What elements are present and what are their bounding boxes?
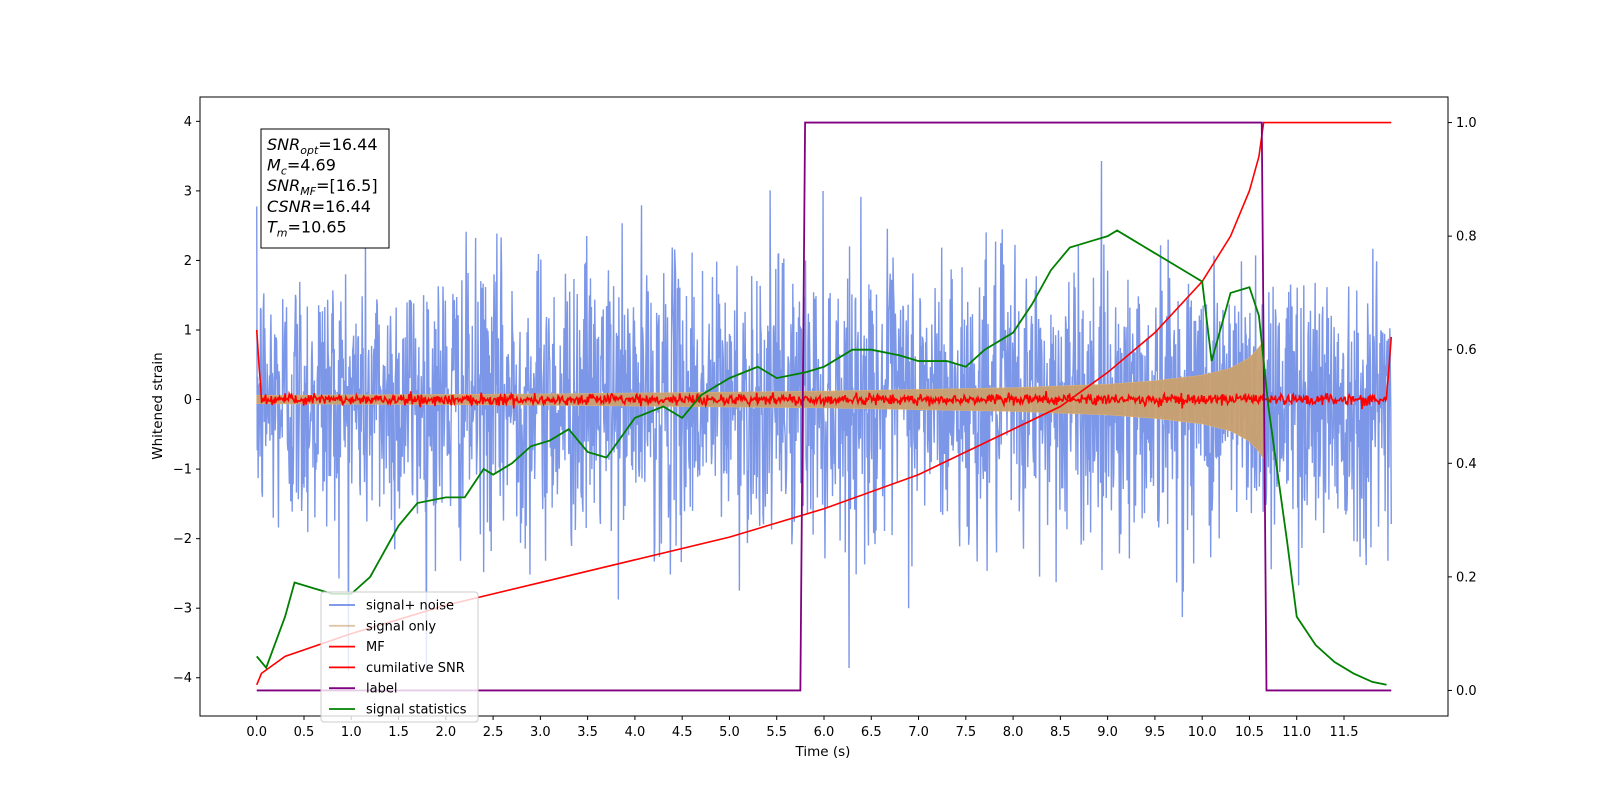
series-mf — [255, 329, 1393, 410]
x-tick-label: 7.5 — [955, 725, 976, 740]
x-tick-label: 10.5 — [1235, 725, 1264, 740]
x-axis-label: Time (s) — [795, 744, 851, 760]
y2-tick-label: 1.0 — [1456, 116, 1477, 131]
x-tick-label: 2.0 — [435, 725, 456, 740]
y2-tick-label: 0.6 — [1456, 343, 1477, 358]
y-tick-label: −4 — [173, 671, 192, 686]
legend-label: cumilative SNR — [366, 661, 465, 676]
y-axis-left: −4 −3 −2 −1 0 1 2 3 4 — [173, 115, 200, 686]
x-tick-label: 6.5 — [861, 725, 882, 740]
x-tick-label: 5.5 — [766, 725, 787, 740]
y2-tick-label: 0.4 — [1456, 457, 1477, 472]
x-tick-label: 8.5 — [1050, 725, 1071, 740]
series-signal-statistics — [256, 229, 1387, 686]
info-box: SNRopt=16.44Mc=4.69SNRMF=[16.5]CSNR=16.4… — [260, 128, 390, 249]
x-tick-label: 3.0 — [530, 725, 551, 740]
x-tick-label: 4.5 — [672, 725, 693, 740]
y-tick-label: −1 — [173, 463, 192, 478]
info-box-line: Tm=10.65 — [267, 217, 347, 239]
y-axis-label: Whitened strain — [150, 352, 166, 459]
legend-label: MF — [366, 640, 385, 655]
info-box-line: Mc=4.69 — [267, 156, 336, 178]
legend-label: signal only — [366, 619, 436, 634]
y-tick-label: 1 — [184, 323, 192, 338]
x-tick-label: 11.0 — [1282, 725, 1311, 740]
x-tick-label: 8.0 — [1003, 725, 1024, 740]
x-tick-label: 0.0 — [246, 725, 267, 740]
x-tick-label: 7.0 — [908, 725, 929, 740]
y-tick-label: 4 — [184, 115, 192, 130]
x-tick-label: 9.0 — [1097, 725, 1118, 740]
x-tick-label: 1.5 — [388, 725, 409, 740]
y-axis-right: 0.0 0.2 0.4 0.6 0.8 1.0 — [1448, 116, 1477, 699]
y-tick-label: 3 — [184, 184, 192, 199]
series-signal-noise — [256, 160, 1392, 671]
y-tick-label: 0 — [184, 393, 192, 408]
x-tick-label: 10.0 — [1188, 725, 1217, 740]
y2-tick-label: 0.0 — [1456, 684, 1477, 699]
x-tick-label: 3.5 — [577, 725, 598, 740]
y-tick-label: −2 — [173, 532, 192, 547]
x-tick-label: 1.0 — [341, 725, 362, 740]
x-tick-label: 4.0 — [625, 725, 646, 740]
x-tick-label: 0.5 — [294, 725, 315, 740]
x-tick-label: 11.5 — [1330, 725, 1359, 740]
info-box-line: CSNR=16.44 — [267, 197, 371, 216]
x-tick-label: 9.5 — [1145, 725, 1166, 740]
info-box-line: SNRopt=16.44 — [267, 135, 378, 157]
x-tick-label: 5.0 — [719, 725, 740, 740]
x-axis: 0.0 0.5 1.0 1.5 2.0 2.5 3.0 3.5 4.0 4.5 5.0 5.5 6.0 6… — [246, 716, 1358, 740]
info-box-line: SNRMF=[16.5] — [267, 176, 378, 198]
legend: signal+ noise signal only MF cumilative SNR… — [320, 591, 479, 723]
y-tick-label: −3 — [173, 602, 192, 617]
legend-label: signal statistics — [366, 703, 467, 718]
y2-tick-label: 0.8 — [1456, 230, 1477, 245]
info-box-frame — [260, 128, 390, 249]
x-tick-label: 6.0 — [814, 725, 835, 740]
y-tick-label: 2 — [184, 254, 192, 269]
series-label — [256, 121, 1392, 692]
legend-label: label — [366, 682, 397, 697]
x-tick-label: 2.5 — [483, 725, 504, 740]
y2-tick-label: 0.2 — [1456, 570, 1477, 585]
legend-label: signal+ noise — [366, 599, 454, 614]
legend-frame — [320, 591, 479, 723]
